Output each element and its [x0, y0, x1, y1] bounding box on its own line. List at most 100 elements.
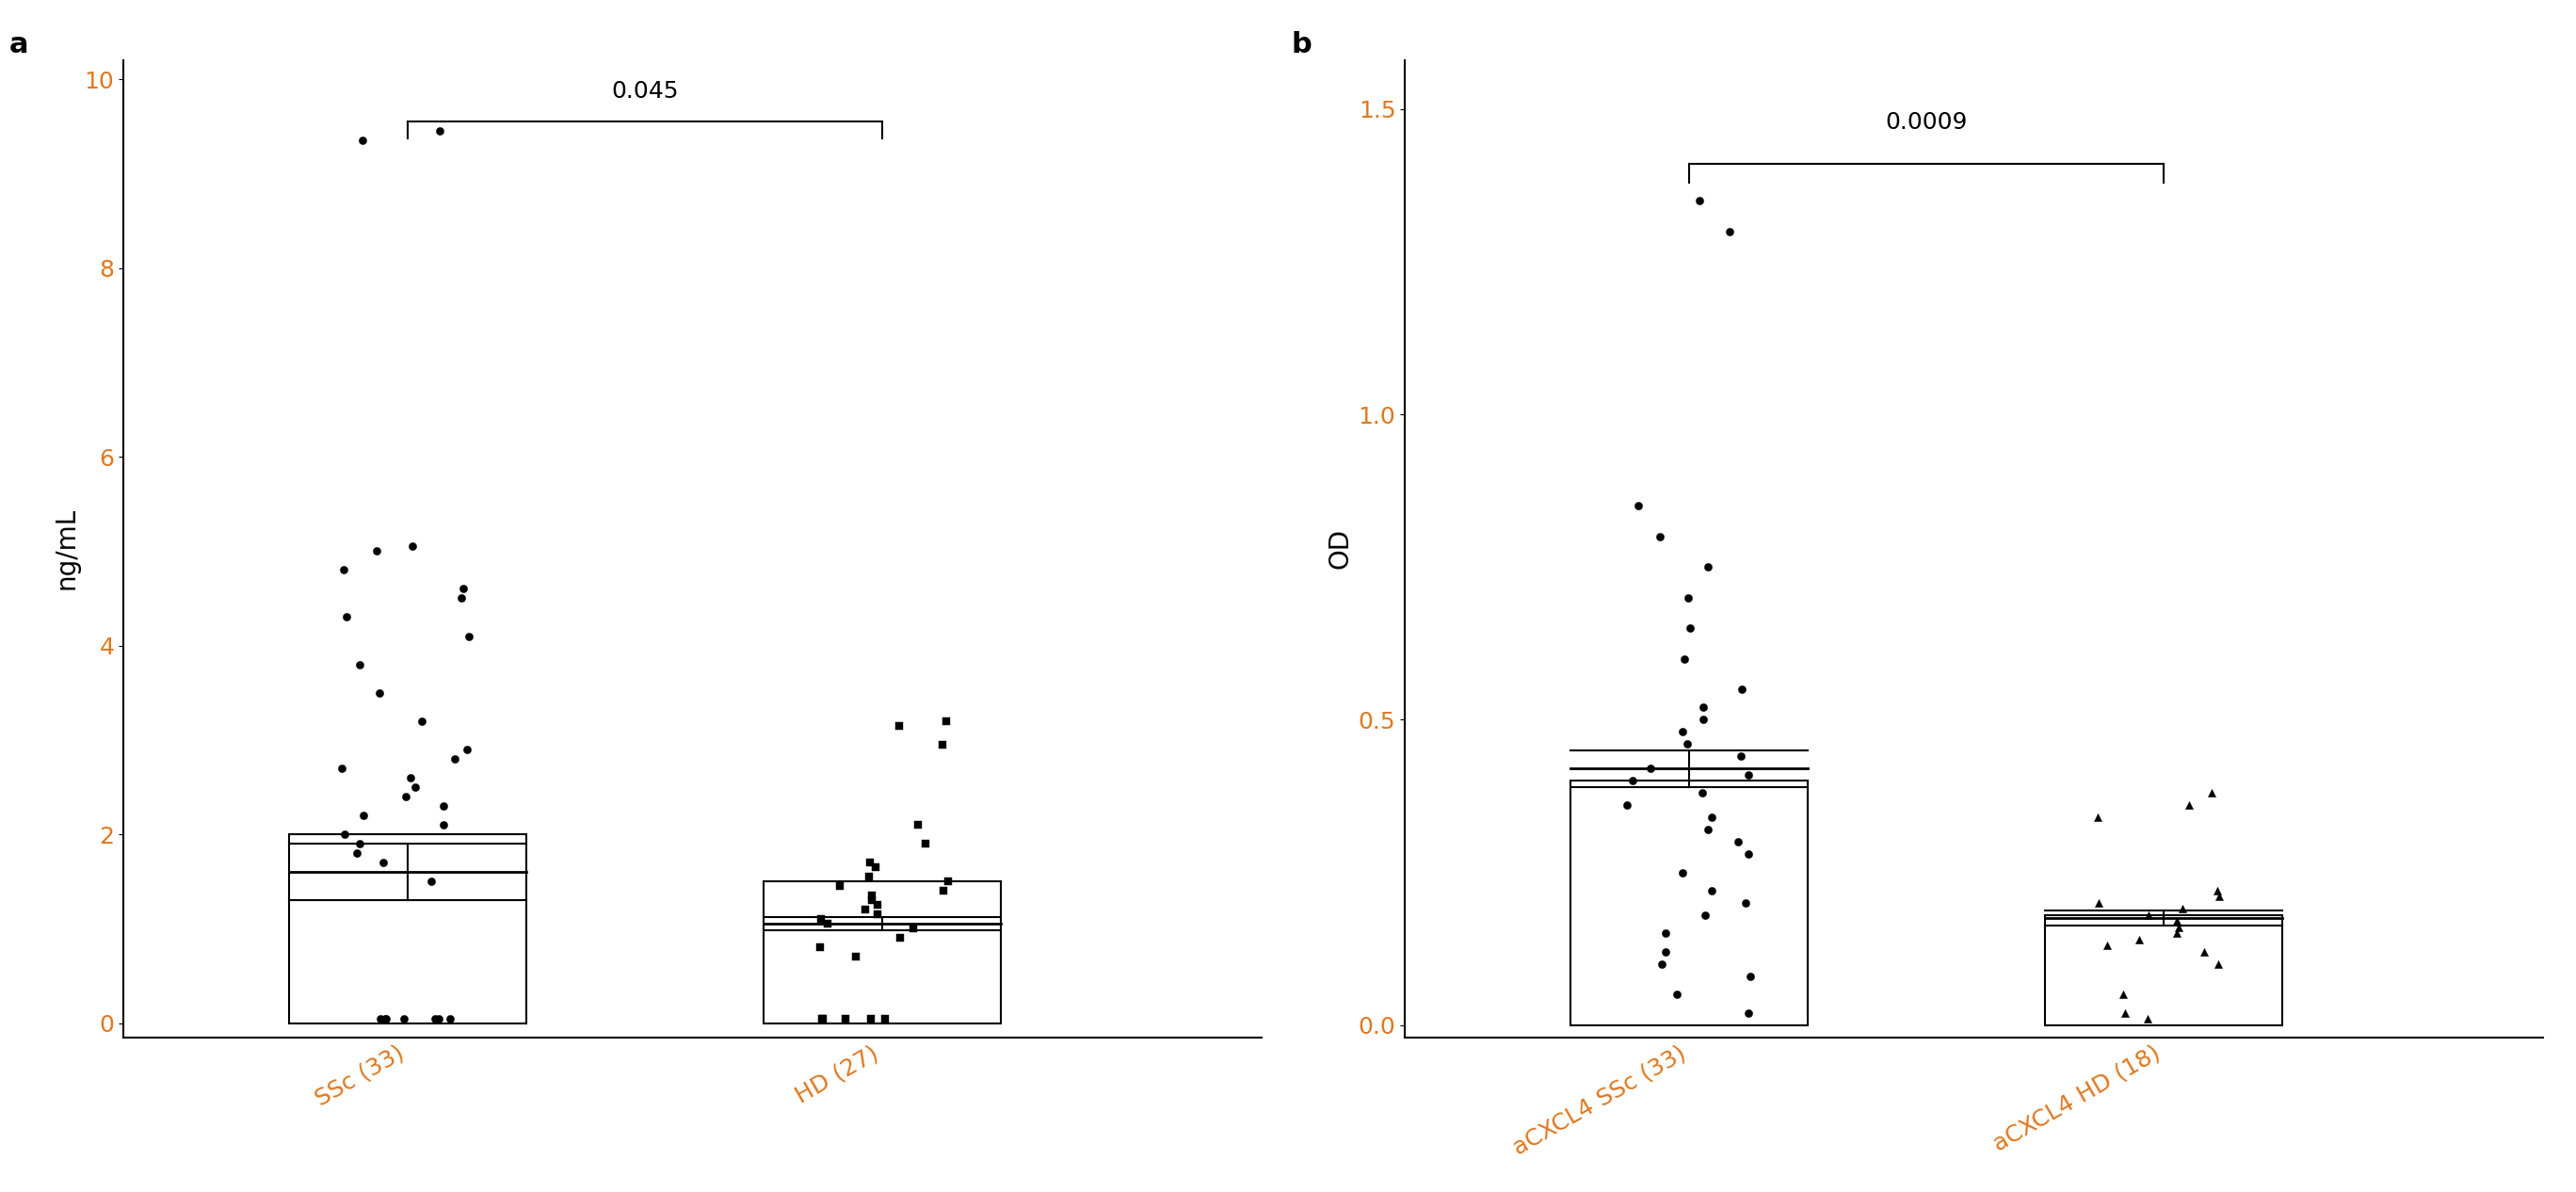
- Point: [894, 919, 935, 938]
- Point: [1710, 222, 1752, 241]
- Point: [402, 712, 443, 731]
- Point: [878, 716, 920, 735]
- Point: [922, 881, 963, 900]
- Point: [435, 750, 477, 769]
- Point: [1662, 863, 1703, 882]
- Point: [801, 909, 842, 929]
- Point: [1687, 820, 1728, 839]
- Point: [355, 541, 397, 560]
- Point: [2128, 906, 2169, 925]
- Point: [1690, 808, 1731, 827]
- Bar: [289, 834, 526, 1023]
- Point: [1718, 832, 1759, 851]
- Point: [922, 735, 963, 755]
- Point: [322, 560, 363, 579]
- Point: [850, 853, 891, 873]
- Point: [422, 815, 464, 834]
- Point: [1728, 1004, 1770, 1023]
- Point: [361, 1008, 402, 1028]
- Point: [1662, 722, 1703, 741]
- Point: [799, 938, 840, 957]
- Point: [2087, 936, 2128, 955]
- Point: [2169, 796, 2210, 815]
- Point: [1638, 527, 1680, 546]
- Y-axis label: OD: OD: [1327, 528, 1352, 569]
- Point: [337, 844, 379, 863]
- Point: [1692, 881, 1734, 900]
- Point: [1728, 967, 1770, 986]
- Point: [1646, 942, 1687, 961]
- Text: 0.0009: 0.0009: [1886, 111, 1968, 134]
- Point: [896, 815, 938, 834]
- Point: [850, 1008, 891, 1028]
- Point: [394, 777, 435, 796]
- Bar: [2045, 915, 2282, 1025]
- Point: [927, 873, 969, 892]
- Point: [1680, 191, 1721, 210]
- Point: [2190, 783, 2231, 802]
- Point: [420, 122, 461, 141]
- Point: [1685, 906, 1726, 925]
- Point: [819, 876, 860, 895]
- Point: [2079, 893, 2120, 912]
- Point: [848, 868, 889, 887]
- Text: 0.045: 0.045: [611, 80, 680, 103]
- Point: [2076, 808, 2117, 827]
- Point: [446, 740, 487, 759]
- Point: [1607, 796, 1649, 815]
- Point: [904, 834, 945, 853]
- Point: [2159, 918, 2200, 937]
- Point: [2156, 912, 2197, 931]
- Point: [1669, 619, 1710, 638]
- Point: [363, 853, 404, 873]
- Point: [1641, 955, 1682, 974]
- Point: [1664, 650, 1705, 669]
- Point: [430, 1008, 471, 1028]
- Text: a: a: [10, 31, 28, 58]
- Point: [392, 536, 433, 555]
- Bar: [765, 882, 1002, 1023]
- Point: [804, 1008, 845, 1028]
- Point: [1687, 558, 1728, 577]
- Point: [2200, 887, 2241, 906]
- Point: [1631, 759, 1672, 778]
- Point: [366, 1008, 407, 1028]
- Point: [422, 796, 464, 815]
- Point: [2197, 955, 2239, 974]
- Point: [858, 905, 899, 924]
- Point: [801, 1008, 842, 1028]
- Point: [384, 1008, 425, 1028]
- Point: [1667, 734, 1708, 753]
- Point: [806, 914, 848, 933]
- Point: [2128, 1010, 2169, 1029]
- Point: [1656, 985, 1698, 1004]
- Point: [845, 900, 886, 919]
- Point: [440, 589, 482, 608]
- Point: [1721, 679, 1762, 699]
- Point: [1721, 747, 1762, 766]
- Point: [410, 873, 451, 892]
- Point: [325, 825, 366, 844]
- Point: [325, 608, 366, 627]
- Text: b: b: [1291, 31, 1311, 58]
- Point: [415, 1008, 456, 1028]
- Point: [2197, 881, 2239, 900]
- Point: [389, 768, 430, 787]
- Point: [358, 683, 399, 702]
- Point: [1682, 710, 1723, 730]
- Point: [1726, 893, 1767, 912]
- Point: [1667, 588, 1708, 607]
- Point: [925, 712, 966, 731]
- Point: [853, 890, 894, 909]
- Point: [343, 806, 384, 825]
- Point: [855, 858, 896, 877]
- Point: [1682, 699, 1723, 718]
- Y-axis label: ng/mL: ng/mL: [52, 508, 80, 590]
- Point: [1728, 765, 1770, 784]
- Point: [443, 579, 484, 598]
- Point: [881, 929, 922, 948]
- Point: [2117, 930, 2159, 949]
- Point: [2161, 900, 2202, 919]
- Point: [448, 627, 489, 646]
- Point: [2156, 924, 2197, 943]
